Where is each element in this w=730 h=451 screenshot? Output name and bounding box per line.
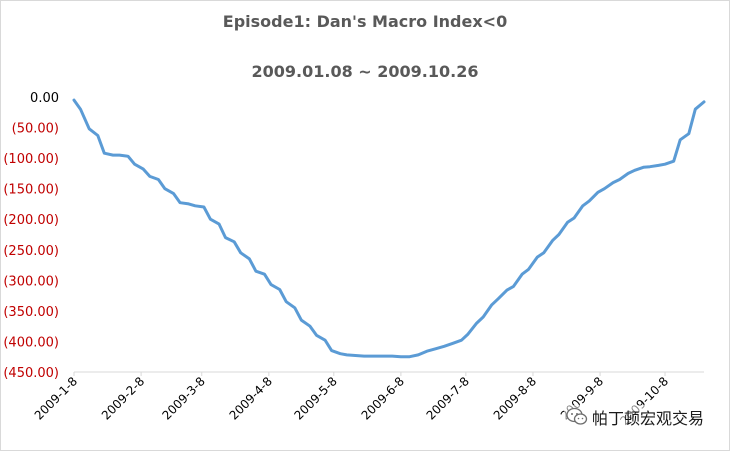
x-tick-label: 2009-3-8	[159, 374, 207, 422]
chart-title: Episode1: Dan's Macro Index<0	[222, 12, 508, 31]
y-tick-label: (250.00)	[3, 244, 59, 259]
y-tick-label: (350.00)	[3, 305, 59, 320]
y-tick-label: (150.00)	[3, 183, 59, 198]
y-axis: 0.00 (50.00) (100.00) (150.00) (200.00) (250.…	[3, 91, 59, 381]
y-tick-label: (200.00)	[3, 213, 59, 228]
x-tick-label: 2009-2-8	[99, 374, 147, 422]
y-tick-label: (100.00)	[3, 152, 59, 167]
y-tick-label: (400.00)	[3, 335, 59, 350]
series-line	[72, 98, 706, 359]
x-tick-label: 2009-4-8	[227, 374, 275, 422]
y-tick-label: (50.00)	[12, 122, 59, 137]
wechat-icon	[566, 407, 588, 425]
x-tick-label: 2009-1-8	[32, 374, 80, 422]
x-tick-label: 2009-8-8	[491, 374, 539, 422]
y-tick-label: (450.00)	[3, 366, 59, 381]
watermark-text: 帕丁顿宏观交易	[591, 409, 704, 428]
chart-subtitle: 2009.01.08 ~ 2009.10.26	[251, 62, 479, 81]
y-tick-label: 0.00	[30, 91, 59, 106]
x-tick-label: 2009-7-8	[424, 374, 472, 422]
plot-area	[72, 98, 706, 359]
x-tick-label: 2009-5-8	[292, 374, 340, 422]
x-tick-label: 2009-6-8	[359, 374, 407, 422]
y-tick-label: (300.00)	[3, 274, 59, 289]
watermark: 帕丁顿宏观交易	[563, 405, 706, 429]
